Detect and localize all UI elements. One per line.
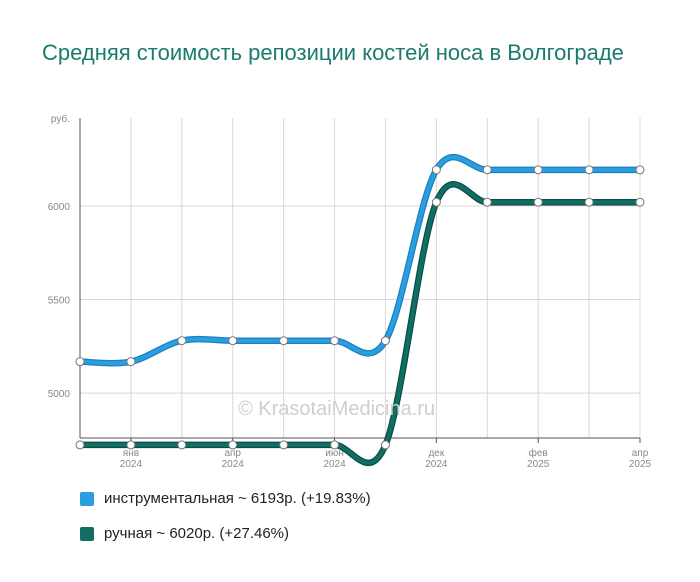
- series-line-2: [78, 182, 642, 465]
- x-tick-label-year: 2024: [120, 459, 143, 470]
- x-tick-label-year: 2024: [323, 459, 346, 470]
- data-point-series-1: [431, 165, 441, 175]
- legend-label-manual: ручная ~ 6020р. (+27.46%): [104, 525, 290, 542]
- legend-item-manual: ручная ~ 6020р. (+27.46%): [80, 525, 289, 542]
- y-tick-label: 5000: [48, 389, 71, 400]
- x-tick-label-year: 2024: [222, 459, 245, 470]
- data-point-series-1: [330, 336, 340, 346]
- x-tick-label-month: апр: [224, 448, 241, 459]
- chart-title: Средняя стоимость репозиции костей носа …: [42, 40, 624, 65]
- series-line-1: [78, 155, 642, 366]
- legend-swatch-manual: [80, 526, 94, 541]
- x-axis-labels: янв2024апр2024июн2024дек2024фев2025апр20…: [120, 447, 652, 470]
- y-tick-label: 5500: [48, 296, 71, 307]
- watermark: © KrasotaiMedicina.ru: [238, 398, 436, 420]
- data-point-series-2: [177, 440, 187, 450]
- legend-item-instrumental: инструментальная ~ 6193р. (+19.83%): [80, 490, 371, 507]
- data-point-series-1: [75, 357, 85, 367]
- data-point-series-1: [635, 165, 645, 175]
- x-tick-label-month: дек: [428, 448, 444, 459]
- series-points: [75, 165, 645, 450]
- x-tick-label-month: июн: [325, 448, 344, 459]
- y-tick-label: 6000: [48, 202, 71, 213]
- data-point-series-1: [228, 336, 238, 346]
- legend-swatch-instrumental: [80, 491, 94, 506]
- x-tick-label-month: фев: [529, 447, 548, 459]
- series-line-outline-2: [76, 181, 644, 467]
- data-point-series-2: [380, 440, 390, 450]
- data-point-series-2: [279, 440, 289, 450]
- x-tick-label-year: 2024: [425, 459, 448, 470]
- x-tick-label-month: апр: [632, 448, 649, 459]
- x-tick-label-year: 2025: [527, 459, 550, 470]
- data-point-series-2: [533, 197, 543, 207]
- data-point-series-1: [177, 336, 187, 346]
- data-point-series-1: [482, 165, 492, 175]
- data-point-series-1: [126, 357, 136, 367]
- data-point-series-1: [533, 165, 543, 175]
- x-tick-label-year: 2025: [629, 459, 652, 470]
- data-point-series-2: [482, 197, 492, 207]
- data-point-series-2: [330, 440, 340, 450]
- data-point-series-2: [431, 197, 441, 207]
- y-axis-labels: 5000 5500 6000 руб.: [48, 113, 71, 400]
- data-point-series-1: [380, 336, 390, 346]
- data-point-series-1: [279, 336, 289, 346]
- data-point-series-2: [126, 440, 136, 450]
- x-tick-label-month: янв: [123, 448, 139, 459]
- grid: [79, 118, 641, 438]
- series-line-outline-1: [76, 154, 644, 367]
- data-point-series-2: [584, 197, 594, 207]
- data-point-series-2: [75, 440, 85, 450]
- legend-label-instrumental: инструментальная ~ 6193р. (+19.83%): [104, 490, 371, 507]
- data-point-series-2: [228, 440, 238, 450]
- data-point-series-2: [635, 197, 645, 207]
- y-axis-unit-label: руб.: [51, 113, 70, 125]
- data-point-series-1: [584, 165, 594, 175]
